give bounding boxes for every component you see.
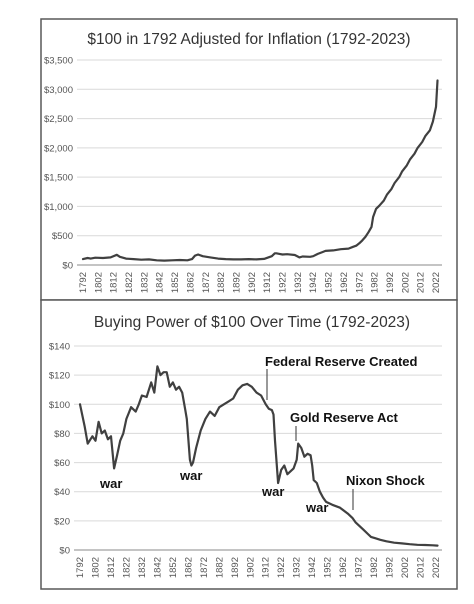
inflation-x-tick-label: 1882 <box>216 272 227 293</box>
buying-power-series-line <box>78 365 439 547</box>
buying-power-y-tick-label: $100 <box>49 400 70 411</box>
buying-power-x-tick-label: 1822 <box>121 557 132 578</box>
buying-power-x-tick-label: 2022 <box>431 557 442 578</box>
gold-reserve-label: Gold Reserve Act <box>290 410 399 425</box>
inflation-x-tick-label: 1902 <box>247 272 258 293</box>
inflation-x-tick-label: 1832 <box>139 272 150 293</box>
inflation-x-tick-label: 1802 <box>93 272 104 293</box>
inflation-y-tick-label: $0 <box>62 261 73 272</box>
inflation-x-tick-label: 1992 <box>385 272 396 293</box>
buying-power-x-tick-label: 1842 <box>152 557 163 578</box>
inflation-x-tick-label: 1912 <box>262 272 273 293</box>
inflation-x-tick-label: 1822 <box>124 272 135 293</box>
buying-power-x-tick-label: 2002 <box>400 557 411 578</box>
inflation-y-tick-label: $3,500 <box>44 56 73 67</box>
buying-power-x-tick-label: 1912 <box>261 557 272 578</box>
inflation-x-tick-label: 1812 <box>109 272 120 293</box>
war-label-2: war <box>179 468 202 483</box>
buying-power-x-tick-label: 1962 <box>338 557 349 578</box>
inflation-x-tick-label: 1842 <box>155 272 166 293</box>
inflation-y-tick-label: $1,000 <box>44 202 73 213</box>
buying-power-x-tick-label: 1802 <box>90 557 101 578</box>
buying-power-x-tick-label: 1792 <box>75 557 86 578</box>
inflation-x-tick-label: 2002 <box>400 272 411 293</box>
buying-power-chart-frame <box>40 299 458 590</box>
buying-power-x-tick-label: 1812 <box>106 557 117 578</box>
inflation-x-tick-label: 1922 <box>278 272 289 293</box>
inflation-chart: $100 in 1792 Adjusted for Inflation (179… <box>40 18 458 301</box>
inflation-x-tick-label: 1942 <box>308 272 319 293</box>
buying-power-chart: Buying Power of $100 Over Time (1792-202… <box>40 299 458 590</box>
inflation-x-tick-label: 1872 <box>201 272 212 293</box>
inflation-x-tick-label: 1982 <box>370 272 381 293</box>
buying-power-x-tick-label: 2012 <box>416 557 427 578</box>
buying-power-x-tick-label: 1982 <box>369 557 380 578</box>
buying-power-x-tick-label: 1862 <box>183 557 194 578</box>
inflation-y-tick-label: $1,500 <box>44 173 73 184</box>
inflation-x-tick-label: 2022 <box>431 272 442 293</box>
buying-power-y-tick-label: $40 <box>54 487 70 498</box>
buying-power-chart-title: Buying Power of $100 Over Time (1792-202… <box>94 314 410 331</box>
buying-power-y-tick-label: $140 <box>49 342 70 353</box>
buying-power-x-tick-label: 1882 <box>214 557 225 578</box>
buying-power-x-tick-label: 1892 <box>230 557 241 578</box>
buying-power-x-tick-label: 1852 <box>168 557 179 578</box>
buying-power-y-tick-label: $0 <box>59 546 70 557</box>
buying-power-x-tick-label: 1952 <box>323 557 334 578</box>
buying-power-y-tick-label: $20 <box>54 516 70 527</box>
buying-power-x-tick-label: 1902 <box>245 557 256 578</box>
nixon-shock-label: Nixon Shock <box>346 473 426 488</box>
buying-power-x-tick-label: 1972 <box>354 557 365 578</box>
buying-power-y-tick-label: $120 <box>49 371 70 382</box>
inflation-y-tick-label: $500 <box>52 231 73 242</box>
war-label-4: war <box>305 500 328 515</box>
war-label-3: war <box>261 484 284 499</box>
federal-reserve-label: Federal Reserve Created <box>265 354 418 369</box>
buying-power-x-tick-label: 1922 <box>276 557 287 578</box>
inflation-chart-title: $100 in 1792 Adjusted for Inflation (179… <box>87 31 410 48</box>
inflation-x-tick-label: 1962 <box>339 272 350 293</box>
inflation-chart-frame <box>40 18 458 301</box>
inflation-x-tick-label: 1852 <box>170 272 181 293</box>
inflation-x-tick-label: 1862 <box>185 272 196 293</box>
inflation-x-tick-label: 1892 <box>231 272 242 293</box>
buying-power-x-tick-label: 1942 <box>307 557 318 578</box>
inflation-y-tick-label: $2,500 <box>44 114 73 125</box>
war-label-1: war <box>99 476 122 491</box>
buying-power-x-tick-label: 1832 <box>137 557 148 578</box>
inflation-y-tick-label: $3,000 <box>44 85 73 96</box>
buying-power-x-tick-label: 1872 <box>199 557 210 578</box>
buying-power-y-tick-label: $60 <box>54 458 70 469</box>
inflation-x-tick-label: 2012 <box>416 272 427 293</box>
buying-power-x-tick-label: 1992 <box>385 557 396 578</box>
inflation-x-tick-label: 1952 <box>324 272 335 293</box>
inflation-series-line <box>81 79 439 262</box>
inflation-x-tick-label: 1932 <box>293 272 304 293</box>
inflation-x-tick-label: 1792 <box>78 272 89 293</box>
buying-power-y-tick-label: $80 <box>54 429 70 440</box>
buying-power-x-tick-label: 1932 <box>292 557 303 578</box>
inflation-y-tick-label: $2,000 <box>44 143 73 154</box>
inflation-x-tick-label: 1972 <box>354 272 365 293</box>
